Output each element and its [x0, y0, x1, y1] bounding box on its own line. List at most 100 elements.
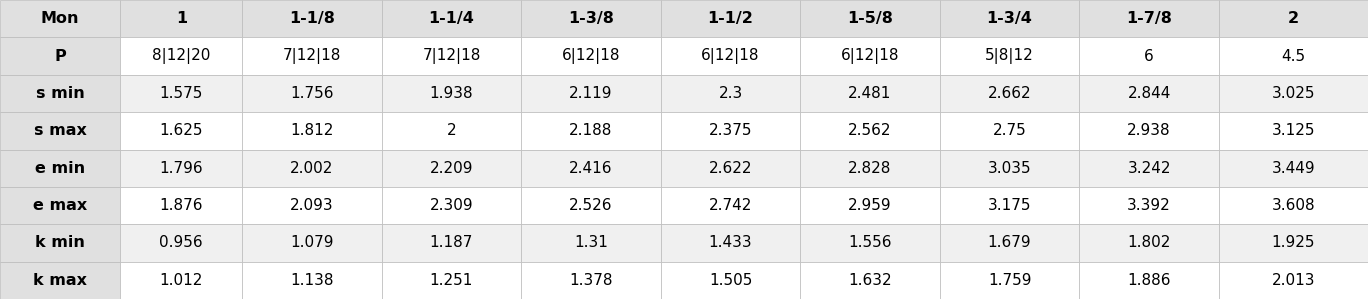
Text: 2.742: 2.742	[709, 198, 752, 213]
Bar	[242, 262, 382, 299]
Bar	[521, 262, 661, 299]
Text: 2: 2	[446, 123, 457, 138]
Bar	[382, 150, 521, 187]
Text: 1-5/8: 1-5/8	[847, 11, 893, 26]
Bar	[661, 150, 800, 187]
Bar	[661, 187, 800, 224]
Text: 1.886: 1.886	[1127, 273, 1171, 288]
Text: 2.209: 2.209	[430, 161, 473, 176]
Bar	[0, 224, 120, 262]
Text: 1.802: 1.802	[1127, 235, 1171, 251]
Bar	[242, 37, 382, 75]
Bar	[120, 150, 242, 187]
Bar	[661, 262, 800, 299]
Text: 1.625: 1.625	[160, 123, 202, 138]
Text: 2.481: 2.481	[848, 86, 892, 101]
Text: 1-1/8: 1-1/8	[289, 11, 335, 26]
Text: s max: s max	[34, 123, 86, 138]
Text: 1-3/4: 1-3/4	[986, 11, 1033, 26]
Bar	[1219, 112, 1368, 150]
Text: 2.959: 2.959	[848, 198, 892, 213]
Text: 7|12|18: 7|12|18	[283, 48, 341, 64]
Text: 1.378: 1.378	[569, 273, 613, 288]
Text: 2.188: 2.188	[569, 123, 613, 138]
Text: s min: s min	[36, 86, 85, 101]
Text: 7|12|18: 7|12|18	[423, 48, 480, 64]
Bar	[382, 224, 521, 262]
Text: 3.125: 3.125	[1272, 123, 1315, 138]
Bar	[800, 224, 940, 262]
Text: 3.242: 3.242	[1127, 161, 1171, 176]
Bar	[940, 112, 1079, 150]
Bar	[1079, 0, 1219, 37]
Text: 4.5: 4.5	[1282, 48, 1305, 64]
Text: 1.575: 1.575	[160, 86, 202, 101]
Bar	[521, 112, 661, 150]
Text: 1.796: 1.796	[160, 161, 202, 176]
Text: 3.175: 3.175	[988, 198, 1031, 213]
Bar	[800, 0, 940, 37]
Text: 1: 1	[175, 11, 187, 26]
Bar	[661, 37, 800, 75]
Bar	[940, 224, 1079, 262]
Bar	[940, 75, 1079, 112]
Text: 2.828: 2.828	[848, 161, 892, 176]
Bar	[120, 0, 242, 37]
Bar	[242, 224, 382, 262]
Bar	[0, 37, 120, 75]
Bar	[1079, 224, 1219, 262]
Bar	[940, 0, 1079, 37]
Text: 2.093: 2.093	[290, 198, 334, 213]
Text: 2.562: 2.562	[848, 123, 892, 138]
Bar	[382, 112, 521, 150]
Text: 1-1/2: 1-1/2	[707, 11, 754, 26]
Bar	[1079, 262, 1219, 299]
Text: 1-1/4: 1-1/4	[428, 11, 475, 26]
Text: 3.035: 3.035	[988, 161, 1031, 176]
Text: 1.138: 1.138	[290, 273, 334, 288]
Bar	[521, 187, 661, 224]
Text: 1.812: 1.812	[290, 123, 334, 138]
Text: e min: e min	[36, 161, 85, 176]
Bar	[0, 112, 120, 150]
Text: 1.012: 1.012	[160, 273, 202, 288]
Text: 2.844: 2.844	[1127, 86, 1171, 101]
Bar	[661, 0, 800, 37]
Text: 2.002: 2.002	[290, 161, 334, 176]
Bar	[940, 262, 1079, 299]
Bar	[382, 75, 521, 112]
Bar	[521, 224, 661, 262]
Bar	[1079, 75, 1219, 112]
Bar	[1079, 150, 1219, 187]
Text: 6|12|18: 6|12|18	[562, 48, 620, 64]
Bar	[940, 187, 1079, 224]
Bar	[242, 112, 382, 150]
Text: 0.956: 0.956	[160, 235, 202, 251]
Text: 2.013: 2.013	[1272, 273, 1315, 288]
Bar	[120, 262, 242, 299]
Bar	[120, 37, 242, 75]
Text: 2.119: 2.119	[569, 86, 613, 101]
Bar	[242, 75, 382, 112]
Text: 5|8|12: 5|8|12	[985, 48, 1034, 64]
Bar	[382, 187, 521, 224]
Text: 2.375: 2.375	[709, 123, 752, 138]
Bar	[521, 0, 661, 37]
Text: 6|12|18: 6|12|18	[702, 48, 759, 64]
Bar	[242, 0, 382, 37]
Bar	[1079, 187, 1219, 224]
Text: 1.938: 1.938	[430, 86, 473, 101]
Text: 3.449: 3.449	[1272, 161, 1315, 176]
Bar	[1079, 37, 1219, 75]
Bar	[120, 75, 242, 112]
Text: 3.608: 3.608	[1272, 198, 1315, 213]
Text: 1-3/8: 1-3/8	[568, 11, 614, 26]
Bar	[800, 112, 940, 150]
Text: 1.756: 1.756	[290, 86, 334, 101]
Text: 2.416: 2.416	[569, 161, 613, 176]
Bar	[521, 75, 661, 112]
Bar	[120, 187, 242, 224]
Bar	[1079, 112, 1219, 150]
Bar	[0, 150, 120, 187]
Text: 1.759: 1.759	[988, 273, 1031, 288]
